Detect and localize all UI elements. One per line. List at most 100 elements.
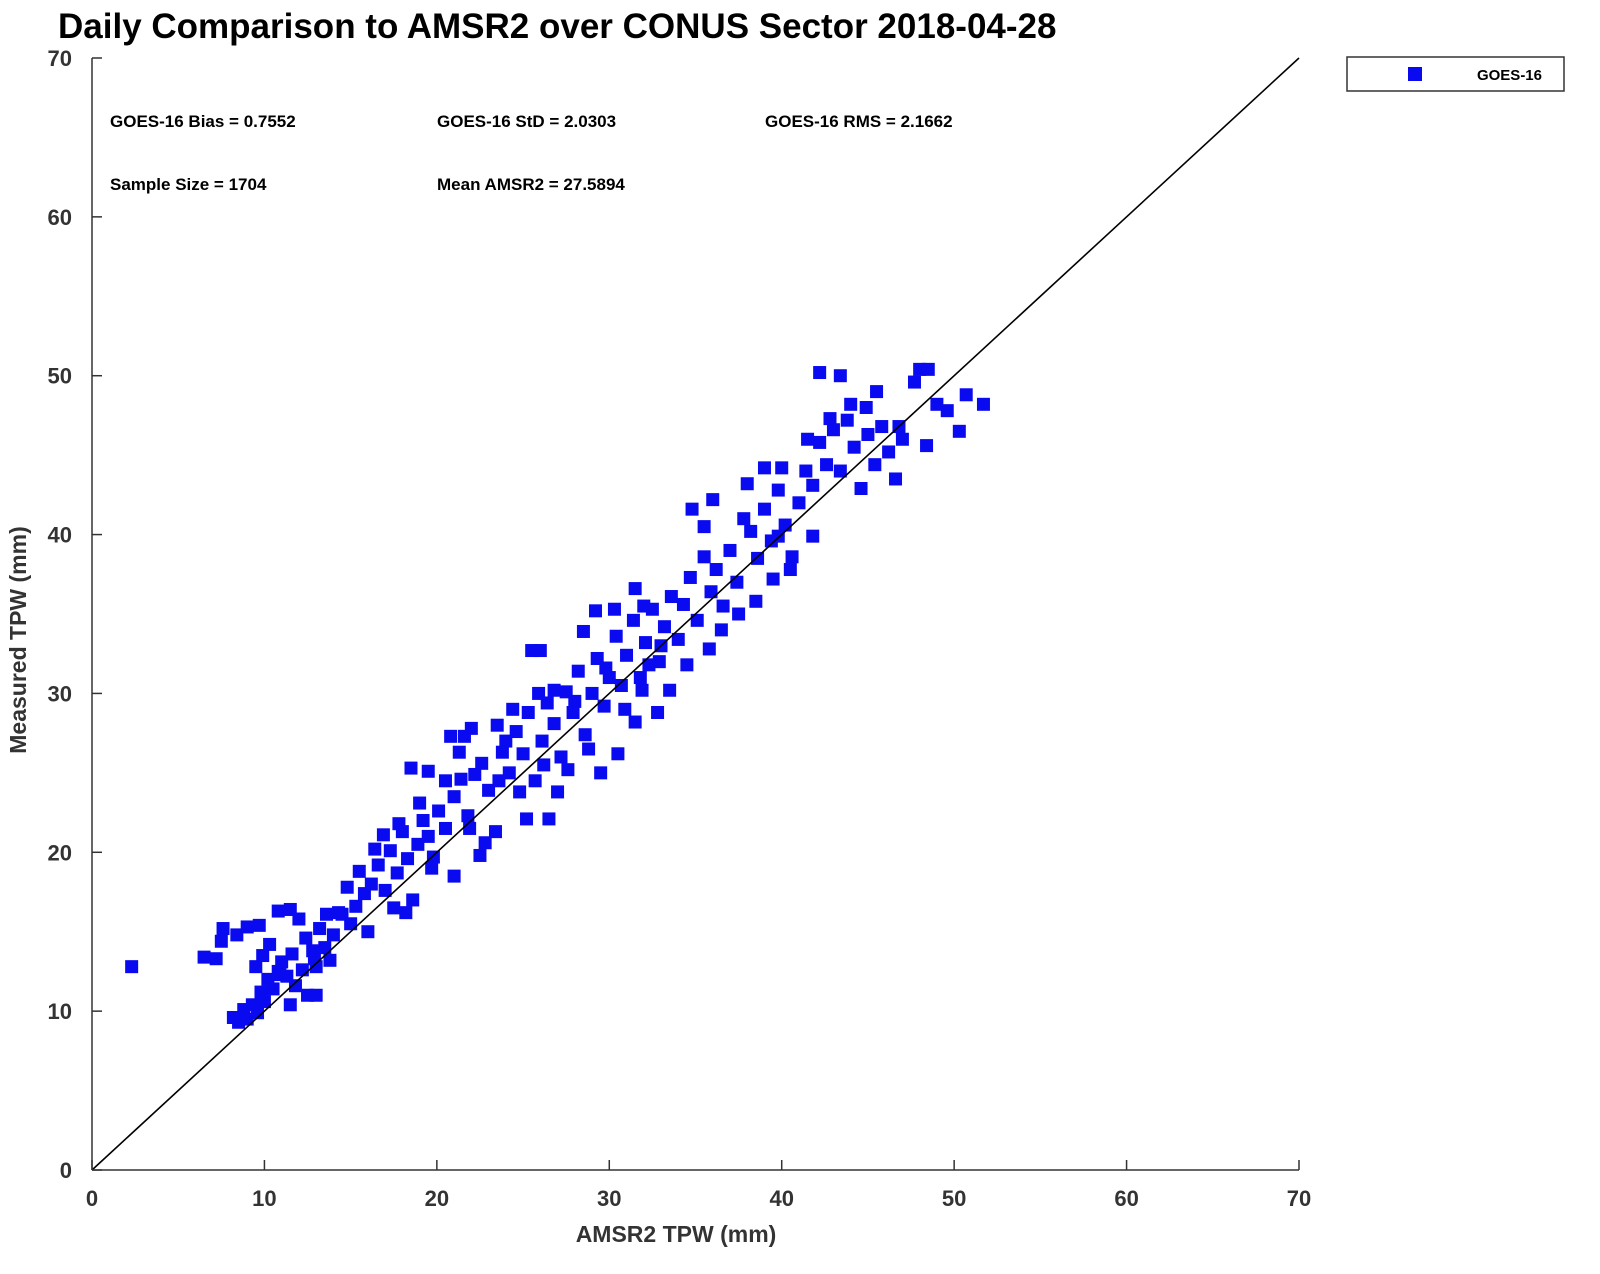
data-point — [671, 632, 685, 646]
data-point — [438, 821, 452, 835]
data-point — [840, 413, 854, 427]
data-point — [875, 420, 889, 434]
data-point — [930, 397, 944, 411]
data-point — [292, 912, 306, 926]
data-point — [889, 472, 903, 486]
data-point — [263, 937, 277, 951]
data-point — [488, 825, 502, 839]
data-point — [299, 931, 313, 945]
data-point — [620, 648, 634, 662]
data-point — [618, 702, 632, 716]
data-point — [344, 917, 358, 931]
data-point — [775, 461, 789, 475]
data-point — [401, 852, 415, 866]
data-point — [378, 883, 392, 897]
stat-mean: Mean AMSR2 = 27.5894 — [437, 175, 625, 194]
legend: GOES-16 — [1346, 56, 1565, 92]
data-point — [521, 705, 535, 719]
data-point — [823, 412, 837, 426]
data-point — [320, 907, 334, 921]
data-point — [749, 594, 763, 608]
data-point — [651, 705, 665, 719]
data-point — [461, 809, 475, 823]
data-point — [663, 683, 677, 697]
data-point — [125, 960, 139, 974]
one-to-one-line — [91, 57, 1300, 1171]
data-point — [771, 483, 785, 497]
data-point — [664, 590, 678, 604]
data-point — [249, 960, 263, 974]
data-point — [633, 671, 647, 685]
legend-box — [1346, 56, 1565, 92]
y-tick-label: 70 — [48, 46, 72, 71]
y-tick-label: 60 — [48, 205, 72, 230]
data-point — [209, 952, 223, 966]
y-tick-label: 40 — [48, 523, 72, 548]
data-point — [757, 461, 771, 475]
data-point — [576, 624, 590, 638]
data-point — [844, 397, 858, 411]
data-point — [551, 785, 565, 799]
data-point — [628, 582, 642, 596]
data-point — [751, 551, 765, 565]
data-point — [313, 922, 327, 936]
data-point — [532, 686, 546, 700]
data-point — [637, 599, 651, 613]
data-point — [502, 766, 516, 780]
data-point — [921, 362, 935, 376]
data-point — [352, 864, 366, 878]
data-point — [676, 597, 690, 611]
data-point — [854, 482, 868, 496]
data-point — [920, 439, 934, 453]
x-tick-label: 60 — [1114, 1186, 1138, 1211]
data-point — [833, 369, 847, 383]
data-point — [709, 563, 723, 577]
data-point — [785, 550, 799, 564]
data-point — [421, 829, 435, 843]
data-point — [364, 877, 378, 891]
data-point — [697, 520, 711, 534]
data-point — [256, 949, 270, 963]
data-point — [495, 745, 509, 759]
data-point — [588, 604, 602, 618]
data-point — [626, 613, 640, 627]
data-point — [554, 750, 568, 764]
data-point — [509, 725, 523, 739]
data-point — [482, 783, 496, 797]
data-point — [513, 785, 527, 799]
data-point — [976, 397, 990, 411]
data-point — [609, 629, 623, 643]
data-point — [952, 424, 966, 438]
data-point — [833, 464, 847, 478]
data-point — [295, 963, 309, 977]
data-point — [683, 570, 697, 584]
data-point — [535, 734, 549, 748]
data-point — [323, 953, 337, 967]
data-point — [368, 842, 382, 856]
stat-bias: GOES-16 Bias = 0.7552 — [110, 112, 296, 131]
data-point — [452, 745, 466, 759]
data-point — [642, 658, 656, 672]
stat-std: GOES-16 StD = 2.0303 — [437, 112, 616, 131]
data-point — [714, 623, 728, 637]
data-point — [907, 375, 921, 389]
x-tick-label: 20 — [425, 1186, 449, 1211]
data-point — [706, 493, 720, 507]
data-point — [416, 814, 430, 828]
data-point — [349, 899, 363, 913]
data-point — [820, 458, 834, 472]
data-point — [266, 982, 280, 996]
data-point — [652, 655, 666, 669]
data-point — [578, 728, 592, 742]
data-point — [478, 836, 492, 850]
data-point — [473, 848, 487, 862]
data-point — [740, 477, 754, 491]
data-point — [399, 906, 413, 920]
data-point — [283, 998, 297, 1012]
data-point — [214, 934, 228, 948]
scatter-points — [125, 362, 990, 1029]
data-point — [582, 742, 596, 756]
data-point — [216, 922, 230, 936]
data-point — [690, 613, 704, 627]
